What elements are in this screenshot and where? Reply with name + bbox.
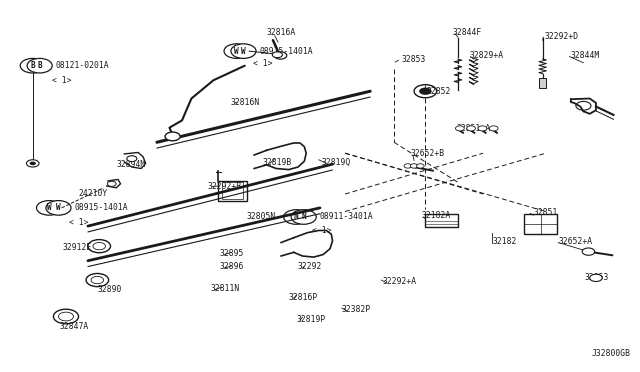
Text: 32890: 32890: [97, 285, 122, 294]
Text: 32292: 32292: [298, 262, 322, 272]
Circle shape: [273, 52, 282, 58]
Text: B: B: [37, 61, 42, 70]
Circle shape: [589, 274, 602, 282]
Circle shape: [231, 44, 256, 58]
Text: < 1>: < 1>: [253, 60, 273, 68]
Text: 32844F: 32844F: [453, 28, 482, 37]
Text: 32652+B: 32652+B: [411, 150, 445, 158]
Text: N: N: [294, 212, 298, 221]
Circle shape: [456, 126, 464, 131]
Text: 32816P: 32816P: [289, 293, 318, 302]
Text: W: W: [234, 46, 239, 55]
Text: 32819Q: 32819Q: [322, 158, 351, 167]
Circle shape: [46, 201, 71, 215]
Circle shape: [419, 87, 431, 95]
Text: 32853: 32853: [585, 273, 609, 282]
Circle shape: [274, 52, 287, 59]
Circle shape: [404, 164, 412, 168]
Text: 32816A: 32816A: [267, 28, 296, 37]
Circle shape: [224, 44, 249, 58]
Text: 32816N: 32816N: [231, 98, 260, 107]
Bar: [539, 78, 547, 87]
Text: 32851: 32851: [533, 208, 557, 217]
Text: 32819P: 32819P: [296, 315, 325, 324]
Text: 32652+A: 32652+A: [558, 237, 593, 246]
Text: 32895: 32895: [220, 249, 244, 258]
Text: W: W: [241, 46, 246, 55]
Circle shape: [27, 58, 52, 73]
Circle shape: [284, 210, 308, 224]
Text: 08915-1401A: 08915-1401A: [259, 46, 313, 55]
Circle shape: [417, 164, 424, 168]
Circle shape: [29, 161, 36, 165]
Bar: [524, 214, 557, 234]
Circle shape: [582, 248, 595, 255]
Text: 32805N: 32805N: [246, 212, 276, 221]
Circle shape: [410, 164, 418, 168]
Text: W: W: [47, 203, 51, 212]
Text: J32800GB: J32800GB: [591, 349, 630, 358]
Text: 32852: 32852: [427, 87, 451, 96]
Text: 32292+D: 32292+D: [545, 32, 579, 41]
Text: 32851+A: 32851+A: [457, 124, 491, 133]
Text: 32292+B: 32292+B: [207, 182, 241, 190]
Circle shape: [467, 126, 476, 131]
Text: 32811N: 32811N: [211, 284, 239, 293]
Text: 32912E: 32912E: [63, 244, 92, 253]
Circle shape: [165, 132, 180, 141]
Circle shape: [291, 210, 316, 224]
Text: 08915-1401A: 08915-1401A: [74, 203, 128, 212]
Text: < 1>: < 1>: [52, 76, 71, 85]
Text: 32382P: 32382P: [342, 305, 371, 314]
Circle shape: [490, 126, 498, 131]
Bar: [221, 182, 243, 199]
Text: 32182: 32182: [493, 237, 517, 246]
Text: 32894M: 32894M: [116, 160, 145, 169]
Circle shape: [478, 126, 487, 131]
Text: 32182A: 32182A: [422, 211, 451, 220]
Circle shape: [108, 181, 116, 186]
Text: N: N: [301, 212, 306, 221]
Text: < 1>: < 1>: [69, 218, 88, 227]
Circle shape: [36, 201, 61, 215]
Bar: [426, 214, 458, 227]
Text: B: B: [31, 61, 35, 70]
Text: 08911-3401A: 08911-3401A: [319, 212, 373, 221]
Text: 32819B: 32819B: [262, 158, 292, 167]
Text: 32847A: 32847A: [60, 322, 89, 331]
Text: 24210Y: 24210Y: [79, 189, 108, 198]
Text: 32896: 32896: [220, 262, 244, 272]
Circle shape: [127, 156, 137, 161]
Text: 32292+A: 32292+A: [383, 277, 417, 286]
Text: 32829+A: 32829+A: [469, 51, 504, 60]
Text: W: W: [56, 203, 61, 212]
Bar: [218, 180, 246, 201]
Text: 08121-0201A: 08121-0201A: [55, 61, 109, 70]
Circle shape: [20, 58, 45, 73]
Text: 32844M: 32844M: [571, 51, 600, 60]
Text: < 1>: < 1>: [312, 226, 332, 235]
Text: 32853: 32853: [401, 55, 426, 64]
Circle shape: [26, 160, 39, 167]
